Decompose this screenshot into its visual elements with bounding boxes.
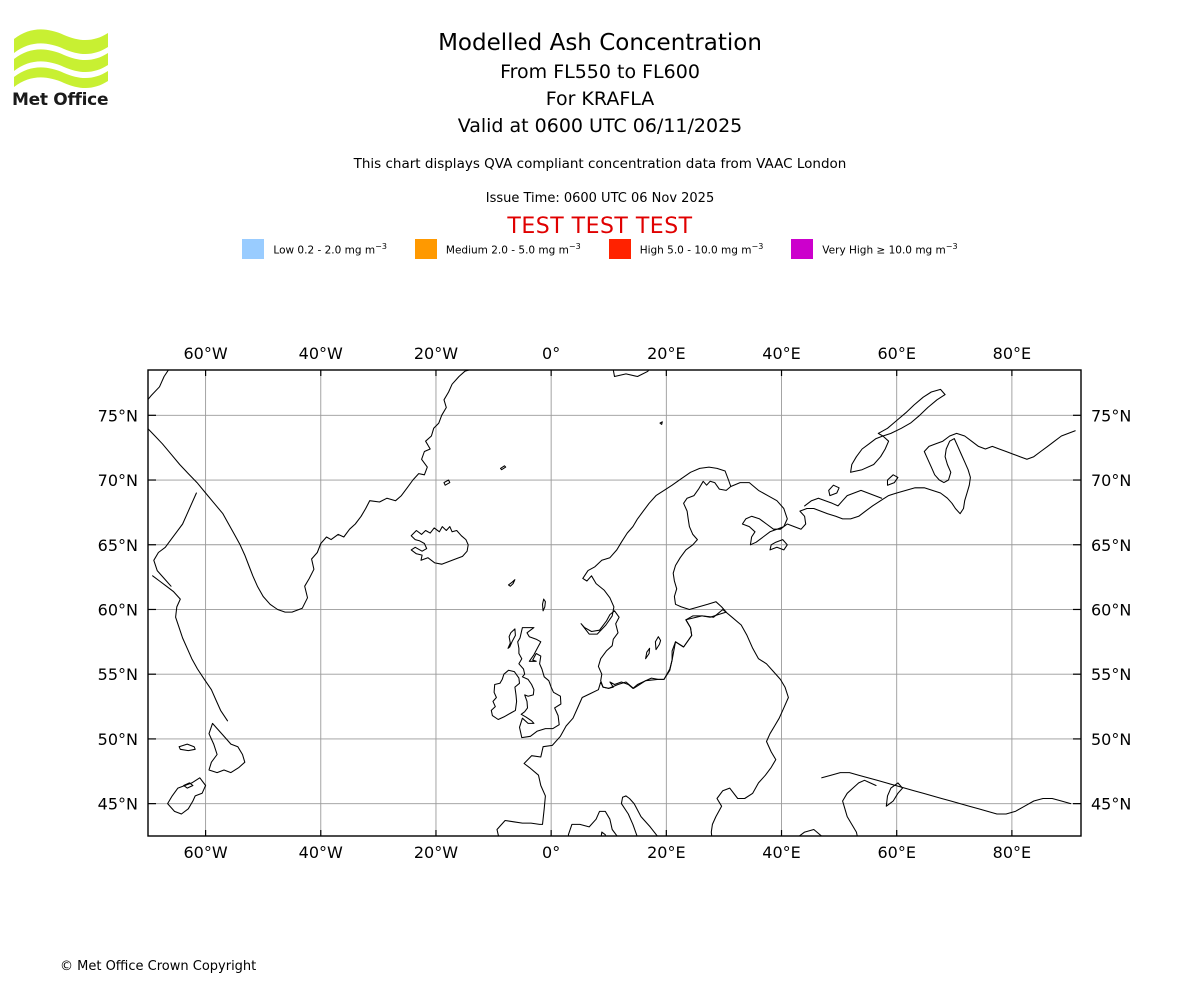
- coastline-path: [654, 636, 662, 651]
- svg-text:60°N: 60°N: [1091, 600, 1131, 619]
- coastline-path: [490, 669, 521, 721]
- svg-text:50°N: 50°N: [1091, 730, 1131, 749]
- coastline-path: [208, 722, 246, 774]
- coastline-path: [821, 772, 1072, 815]
- svg-text:65°N: 65°N: [1091, 536, 1131, 555]
- map-ticks: [148, 370, 1081, 836]
- svg-text:80°E: 80°E: [993, 843, 1031, 862]
- svg-text:20°W: 20°W: [414, 344, 458, 363]
- met-office-logo-text: Met Office: [12, 90, 109, 110]
- title-line-3: For KRAFLA: [545, 88, 655, 110]
- legend-label-medium: Medium 2.0 - 5.0 mg m−3: [445, 241, 581, 257]
- legend-swatch-low: [242, 239, 265, 259]
- coastline-path: [842, 779, 877, 836]
- page-title: Modelled Ash Concentration From FL550 to…: [0, 28, 1200, 140]
- map-axis-labels: 60°W 60°W 40°W 40°W 20°W 20°W 0° 0° 20°E 20°E 40°E…: [98, 344, 1132, 862]
- svg-text:60°E: 60°E: [877, 843, 915, 862]
- svg-text:55°N: 55°N: [98, 665, 138, 684]
- coastline-path: [645, 647, 651, 660]
- svg-text:45°N: 45°N: [98, 795, 138, 814]
- svg-text:45°N: 45°N: [1091, 795, 1131, 814]
- legend-label-high: High 5.0 - 10.0 mg m−3: [639, 241, 764, 257]
- coastline-path: [153, 492, 197, 587]
- chart-subtitle: This chart displays QVA compliant concen…: [353, 156, 847, 172]
- coastline-path: [804, 489, 883, 507]
- coastline-path: [850, 435, 890, 473]
- coastline-path: [152, 575, 229, 722]
- coastline-path: [886, 474, 899, 486]
- coastline-path: [517, 627, 562, 739]
- svg-text:60°N: 60°N: [98, 600, 138, 619]
- coastline-path: [687, 928, 702, 933]
- coastline-path: [443, 479, 451, 486]
- map-frame: [147, 369, 1082, 837]
- svg-text:70°N: 70°N: [98, 471, 138, 490]
- svg-text:70°N: 70°N: [1091, 471, 1131, 490]
- svg-text:75°N: 75°N: [98, 406, 138, 425]
- met-office-logo: [12, 25, 122, 115]
- concentration-legend: Low 0.2 - 2.0 mg m−3 Medium 2.0 - 5.0 mg…: [0, 239, 1200, 259]
- coastline-path: [885, 782, 904, 807]
- coastline-path: [496, 608, 789, 836]
- legend-label-low: Low 0.2 - 2.0 mg m−3: [273, 241, 387, 257]
- met-office-wave-mark: [14, 29, 108, 89]
- legend-swatch-high: [608, 239, 631, 259]
- svg-text:40°W: 40°W: [299, 344, 343, 363]
- coastline-path: [407, 896, 409, 899]
- svg-text:20°E: 20°E: [647, 344, 685, 363]
- svg-text:60°E: 60°E: [877, 344, 915, 363]
- title-line-2: From FL550 to FL600: [500, 61, 700, 83]
- issue-time: Issue Time: 0600 UTC 06 Nov 2025: [485, 191, 715, 206]
- coastline-path: [183, 782, 194, 789]
- coastline-path: [167, 777, 207, 815]
- svg-text:20°W: 20°W: [414, 843, 458, 862]
- svg-text:0°: 0°: [542, 344, 560, 363]
- coastline-path: [612, 370, 650, 378]
- coastline-path: [828, 484, 840, 497]
- legend-item-low: Low 0.2 - 2.0 mg m−3: [242, 239, 387, 259]
- coastline-path: [659, 421, 663, 425]
- coastline-path: [730, 430, 1076, 546]
- svg-text:20°E: 20°E: [647, 843, 685, 862]
- title-line-4: Valid at 0600 UTC 06/11/2025: [457, 115, 743, 137]
- coastline-path: [623, 890, 641, 906]
- coastline-path: [499, 465, 507, 471]
- legend-item-very-high: Very High ≥ 10.0 mg m−3: [791, 239, 958, 259]
- coastline-path: [148, 370, 471, 613]
- map-coastlines: [148, 345, 1076, 933]
- map-graticule: [148, 370, 1081, 836]
- coastline-path: [410, 526, 469, 565]
- legend-swatch-very-high: [791, 239, 814, 259]
- svg-text:55°N: 55°N: [1091, 665, 1131, 684]
- legend-swatch-medium: [414, 239, 437, 259]
- test-banner: TEST TEST TEST: [507, 214, 693, 239]
- copyright-notice: © Met Office Crown Copyright: [60, 959, 257, 974]
- coastline-path: [877, 388, 946, 437]
- svg-text:40°E: 40°E: [762, 344, 800, 363]
- coastline-path: [828, 345, 851, 350]
- coastline-path: [178, 743, 196, 752]
- svg-text:65°N: 65°N: [98, 536, 138, 555]
- svg-text:40°E: 40°E: [762, 843, 800, 862]
- coastline-path: [598, 853, 607, 883]
- svg-text:50°N: 50°N: [98, 730, 138, 749]
- svg-text:60°W: 60°W: [183, 344, 227, 363]
- legend-item-high: High 5.0 - 10.0 mg m−3: [608, 239, 764, 259]
- title-line-1: Modelled Ash Concentration: [438, 30, 762, 56]
- coastline-path: [541, 598, 546, 612]
- coastline-path: [580, 466, 732, 689]
- svg-text:80°E: 80°E: [993, 344, 1031, 363]
- legend-item-medium: Medium 2.0 - 5.0 mg m−3: [414, 239, 581, 259]
- coastline-path: [798, 828, 823, 836]
- svg-text:0°: 0°: [542, 843, 560, 862]
- legend-label-very-high: Very High ≥ 10.0 mg m−3: [822, 241, 958, 257]
- coastline-path: [600, 831, 606, 836]
- svg-text:40°W: 40°W: [299, 843, 343, 862]
- svg-text:60°W: 60°W: [183, 843, 227, 862]
- coastline-path: [769, 539, 788, 551]
- coastline-path: [507, 628, 516, 649]
- coastline-path: [507, 579, 516, 587]
- svg-text:75°N: 75°N: [1091, 406, 1131, 425]
